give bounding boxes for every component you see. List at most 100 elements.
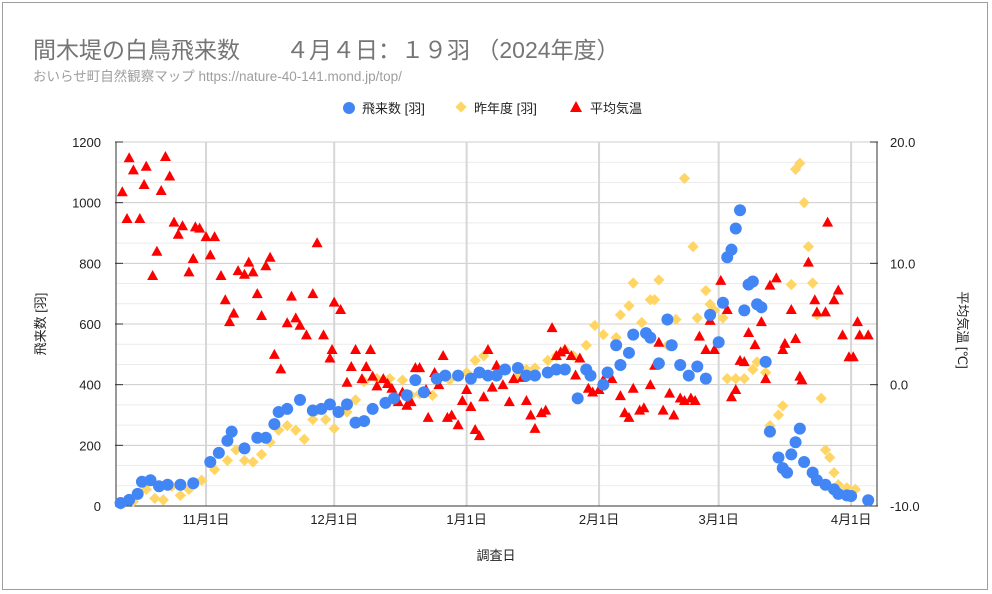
- count-point: [652, 357, 665, 370]
- temperature-point: [644, 379, 656, 390]
- chart-title: 間木堤の白鳥飛来数 ４月４日：１９羽 （2024年度）: [33, 37, 620, 63]
- legend-label-temp: 平均気温: [590, 101, 642, 116]
- count-point: [785, 448, 798, 461]
- count-point: [755, 301, 768, 314]
- temperature-point: [377, 373, 389, 384]
- temperature-point: [268, 348, 280, 359]
- y2-tick-label: 20.0: [890, 135, 915, 150]
- temperature-point: [127, 164, 139, 175]
- temperature-point: [473, 430, 485, 441]
- temperature-point: [371, 380, 383, 391]
- count-point: [845, 489, 858, 502]
- count-point: [259, 431, 272, 444]
- temperature-point: [721, 303, 733, 314]
- temperature-point: [294, 319, 306, 330]
- temperature-point: [247, 266, 259, 277]
- temperature-point: [224, 316, 236, 327]
- last-year-point: [149, 492, 161, 505]
- temperature-point: [219, 294, 231, 305]
- count-point: [798, 456, 811, 469]
- last-year-point: [238, 454, 251, 467]
- count-point: [187, 477, 200, 490]
- temperature-point: [461, 384, 473, 395]
- temperature-point: [187, 252, 199, 263]
- y-tick-label: 1000: [72, 196, 101, 211]
- count-point: [789, 436, 802, 449]
- count-point: [746, 275, 759, 288]
- last-year-point: [542, 354, 554, 367]
- last-year-point: [700, 284, 712, 297]
- temperature-point: [478, 391, 490, 402]
- last-year-point: [597, 328, 609, 341]
- last-year-point: [627, 277, 639, 289]
- temperature-point: [653, 336, 665, 347]
- count-point: [614, 358, 627, 371]
- x-tick-label: 12月1日: [310, 512, 358, 527]
- count-point: [174, 478, 187, 491]
- temperature-point: [350, 343, 362, 354]
- x-axis-label: 調査日: [476, 548, 515, 563]
- temperature-point: [215, 269, 227, 280]
- temperature-point: [503, 396, 515, 407]
- last-year-point: [815, 392, 827, 404]
- count-point: [704, 308, 717, 321]
- temperature-point: [828, 294, 840, 305]
- count-point: [464, 372, 477, 385]
- last-year-point: [255, 448, 268, 461]
- count-point: [452, 369, 465, 382]
- legend-triangle-icon: [570, 101, 582, 112]
- last-year-point: [819, 444, 832, 456]
- temperature-point: [520, 394, 532, 405]
- temperature-point: [341, 376, 353, 387]
- count-point: [610, 339, 623, 352]
- count-point: [400, 389, 413, 402]
- count-point: [238, 442, 251, 455]
- temperature-point: [140, 160, 152, 171]
- last-year-point: [777, 400, 789, 412]
- temperature-point: [465, 401, 477, 412]
- last-year-point: [174, 489, 187, 502]
- temperature-point: [243, 256, 255, 267]
- temperature-point: [760, 373, 772, 384]
- count-point: [738, 304, 751, 317]
- temperature-point: [335, 303, 347, 314]
- last-year-point: [721, 372, 733, 385]
- count-point: [161, 478, 174, 491]
- last-year-point: [247, 456, 259, 468]
- last-year-point: [221, 454, 234, 467]
- temperature-point: [790, 333, 802, 344]
- count-point: [511, 361, 524, 374]
- last-year-point: [785, 278, 797, 291]
- count-point: [622, 346, 635, 359]
- last-year-point: [636, 316, 648, 329]
- last-year-point: [747, 363, 759, 376]
- count-point: [627, 328, 640, 341]
- temperature-point: [574, 352, 586, 363]
- count-point: [499, 363, 512, 376]
- count-point: [584, 369, 597, 382]
- temperature-point: [486, 381, 498, 392]
- temperature-point: [365, 343, 377, 354]
- last-year-point: [307, 413, 319, 426]
- temperature-point: [708, 343, 720, 354]
- last-year-point: [469, 354, 481, 367]
- temperature-point: [123, 152, 135, 163]
- count-point: [358, 415, 371, 428]
- temperature-point: [623, 411, 635, 422]
- temperature-point: [482, 343, 494, 354]
- temperature-point: [689, 394, 701, 405]
- temperature-point: [307, 288, 319, 299]
- temperature-point: [456, 394, 468, 405]
- count-point: [558, 363, 571, 376]
- last-year-point: [328, 422, 340, 435]
- temperature-point: [832, 284, 844, 295]
- y-axis-label: 飛来数 [羽]: [33, 293, 48, 356]
- temperature-point: [414, 362, 426, 373]
- count-point: [481, 369, 494, 382]
- count-point: [366, 402, 379, 415]
- last-year-point: [751, 356, 763, 368]
- temperature-point: [755, 316, 767, 327]
- temperature-point: [837, 329, 849, 340]
- count-point: [644, 331, 657, 344]
- last-year-point: [730, 372, 742, 385]
